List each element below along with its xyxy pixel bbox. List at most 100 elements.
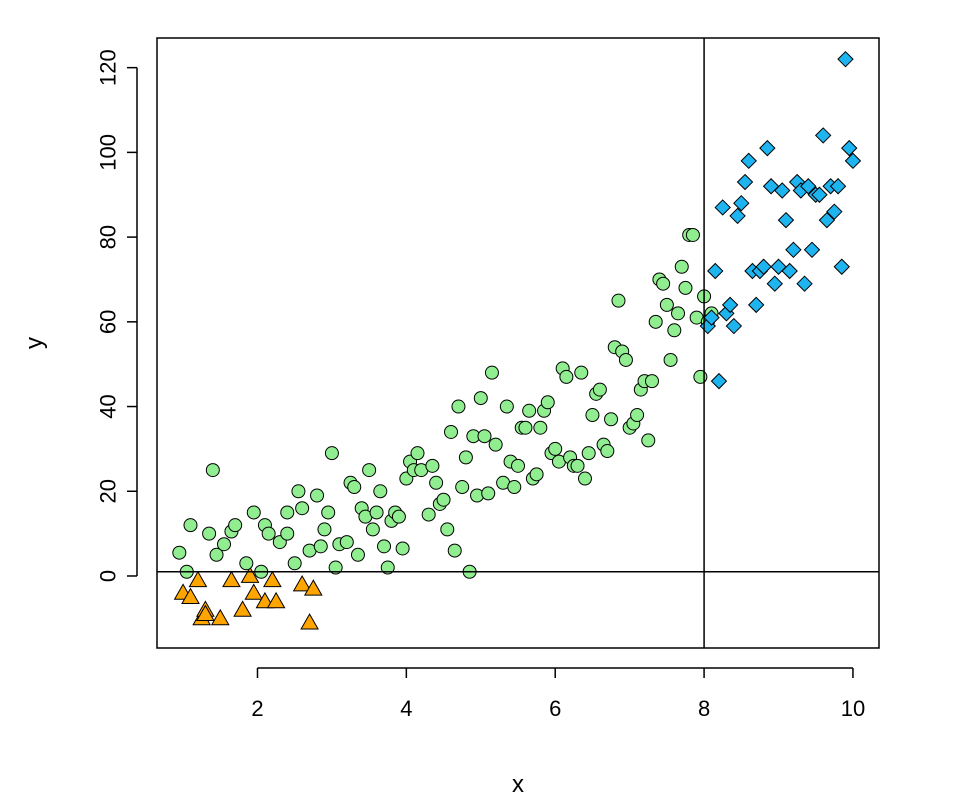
diamond-point bbox=[800, 178, 817, 195]
diamond-point bbox=[747, 296, 765, 314]
circle-point bbox=[347, 480, 362, 495]
circle-point bbox=[310, 488, 325, 503]
circle-point bbox=[421, 507, 436, 522]
circle-point bbox=[548, 441, 563, 456]
triangle-point bbox=[188, 570, 208, 588]
circle-point bbox=[685, 227, 700, 242]
triangle-point bbox=[181, 587, 200, 605]
y-tick-label: 120 bbox=[96, 49, 121, 86]
circle-point bbox=[205, 463, 220, 478]
triangle-point bbox=[300, 613, 319, 630]
circle-point bbox=[228, 518, 243, 533]
x-tick-label: 10 bbox=[841, 696, 865, 721]
y-tick-label: 60 bbox=[96, 310, 121, 334]
diamond-point bbox=[703, 309, 720, 326]
diamond-point bbox=[777, 211, 795, 229]
x-tick-label: 4 bbox=[400, 696, 412, 721]
x-axis-label: x bbox=[512, 771, 524, 798]
circle-point bbox=[540, 395, 555, 410]
x-tick-label: 6 bbox=[549, 696, 561, 721]
circle-point bbox=[488, 437, 503, 452]
diamond-point bbox=[759, 139, 776, 157]
triangle-point bbox=[292, 574, 312, 592]
reference-lines bbox=[157, 38, 879, 648]
circle-point bbox=[659, 297, 674, 312]
circle-point bbox=[644, 374, 659, 389]
circle-point bbox=[671, 306, 686, 321]
circle-point bbox=[317, 522, 332, 537]
circle-point bbox=[410, 446, 425, 461]
circle-point bbox=[440, 522, 455, 537]
circle-point bbox=[484, 365, 499, 380]
circle-point bbox=[667, 323, 682, 338]
triangle-point bbox=[263, 570, 282, 588]
circle-point bbox=[674, 259, 689, 274]
diamond-point bbox=[733, 195, 750, 212]
circle-point bbox=[280, 505, 295, 520]
diamond-point bbox=[803, 241, 821, 259]
circle-point bbox=[291, 484, 306, 499]
circle-point bbox=[507, 480, 522, 495]
circle-point bbox=[280, 526, 295, 541]
circle-point bbox=[458, 450, 473, 465]
circle-point bbox=[533, 420, 548, 435]
circle-point bbox=[570, 458, 585, 473]
diamond-point bbox=[721, 296, 739, 314]
circle-point bbox=[295, 501, 310, 516]
diamond-point bbox=[725, 317, 743, 335]
circle-point bbox=[373, 484, 388, 499]
diamond-point bbox=[829, 178, 847, 195]
circle-point bbox=[261, 526, 276, 541]
circle-point bbox=[693, 369, 708, 384]
circle-point bbox=[246, 505, 261, 520]
triangle-point bbox=[240, 566, 260, 583]
diamond-point bbox=[826, 203, 843, 220]
circle-point bbox=[473, 391, 488, 406]
diamond-point bbox=[774, 182, 791, 199]
diamond-point bbox=[785, 241, 802, 259]
circle-point bbox=[239, 556, 254, 571]
x-axis: 2 4 6 8 10 bbox=[251, 667, 865, 721]
circle-point bbox=[451, 399, 466, 414]
circle-point bbox=[511, 458, 525, 473]
diamond-point bbox=[818, 211, 836, 229]
circle-point bbox=[522, 403, 537, 418]
circle-point bbox=[455, 480, 470, 495]
y-tick-label: 100 bbox=[96, 134, 121, 171]
circle-point bbox=[600, 444, 615, 459]
circle-point bbox=[678, 280, 693, 295]
diamond-point bbox=[736, 173, 754, 191]
diamond-point bbox=[833, 258, 850, 275]
triangle-point bbox=[244, 583, 264, 600]
plot-frame bbox=[156, 37, 880, 649]
circle-point bbox=[425, 458, 440, 473]
diamond-point bbox=[740, 152, 757, 170]
circle-point bbox=[656, 276, 671, 291]
y-axis-label: y bbox=[21, 337, 48, 349]
circle-point bbox=[559, 369, 574, 384]
circle-point bbox=[499, 399, 514, 414]
diamond-point bbox=[707, 262, 724, 280]
circle-point bbox=[641, 433, 656, 448]
y-axis: 0 20 40 60 80 100 120 bbox=[96, 49, 138, 582]
circle-point bbox=[618, 352, 633, 367]
circle-point bbox=[350, 547, 365, 562]
circle-point bbox=[648, 314, 663, 329]
diamond-point bbox=[844, 152, 862, 170]
y-tick-label: 0 bbox=[96, 570, 121, 582]
circle-point bbox=[481, 486, 496, 501]
circle-point bbox=[663, 352, 678, 367]
x-tick-label: 2 bbox=[251, 696, 263, 721]
circle-point bbox=[447, 543, 462, 558]
triangle-point bbox=[266, 591, 286, 609]
diamond-point bbox=[755, 258, 772, 275]
circle-point bbox=[429, 475, 444, 490]
circle-point bbox=[592, 382, 607, 397]
diamond-point bbox=[766, 275, 784, 292]
circle-point bbox=[202, 526, 217, 541]
circle-point bbox=[581, 446, 596, 461]
circle-point bbox=[172, 545, 187, 560]
circle-point bbox=[477, 429, 492, 444]
diamond-point bbox=[811, 186, 828, 203]
